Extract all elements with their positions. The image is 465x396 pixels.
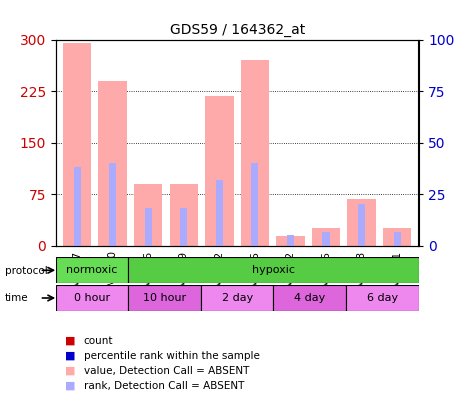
Bar <box>180 208 187 246</box>
Bar <box>99 81 127 246</box>
Bar <box>241 60 269 246</box>
Bar <box>170 184 198 246</box>
Text: 0 hour: 0 hour <box>74 293 110 303</box>
Bar <box>287 235 294 246</box>
Text: value, Detection Call = ABSENT: value, Detection Call = ABSENT <box>84 366 249 376</box>
FancyBboxPatch shape <box>56 285 128 311</box>
FancyBboxPatch shape <box>56 257 128 283</box>
Text: protocol: protocol <box>5 266 47 276</box>
Text: 4 day: 4 day <box>294 293 326 303</box>
FancyBboxPatch shape <box>346 285 418 311</box>
Bar <box>393 232 401 246</box>
Bar <box>134 184 162 246</box>
Text: ■: ■ <box>65 366 76 376</box>
FancyBboxPatch shape <box>273 285 346 311</box>
Text: 2 day: 2 day <box>221 293 253 303</box>
FancyBboxPatch shape <box>128 285 201 311</box>
Bar <box>73 167 81 246</box>
Text: hypoxic: hypoxic <box>252 265 295 275</box>
Text: time: time <box>5 293 28 303</box>
Bar <box>63 43 91 246</box>
Bar <box>216 180 223 246</box>
Text: normoxic: normoxic <box>66 265 118 275</box>
Bar <box>383 228 412 246</box>
Title: GDS59 / 164362_at: GDS59 / 164362_at <box>170 23 305 37</box>
Bar <box>109 163 116 246</box>
Text: ■: ■ <box>65 350 76 361</box>
Text: 6 day: 6 day <box>367 293 398 303</box>
Bar <box>276 236 305 246</box>
Bar <box>252 163 259 246</box>
Text: ■: ■ <box>65 381 76 391</box>
Bar <box>347 199 376 246</box>
FancyBboxPatch shape <box>128 257 418 283</box>
Text: percentile rank within the sample: percentile rank within the sample <box>84 350 259 361</box>
Text: 10 hour: 10 hour <box>143 293 186 303</box>
Bar <box>358 204 365 246</box>
Bar <box>312 228 340 246</box>
Text: count: count <box>84 335 113 346</box>
Text: rank, Detection Call = ABSENT: rank, Detection Call = ABSENT <box>84 381 244 391</box>
Bar <box>323 232 330 246</box>
FancyBboxPatch shape <box>201 285 273 311</box>
Bar <box>205 96 233 246</box>
Bar <box>145 208 152 246</box>
Text: ■: ■ <box>65 335 76 346</box>
